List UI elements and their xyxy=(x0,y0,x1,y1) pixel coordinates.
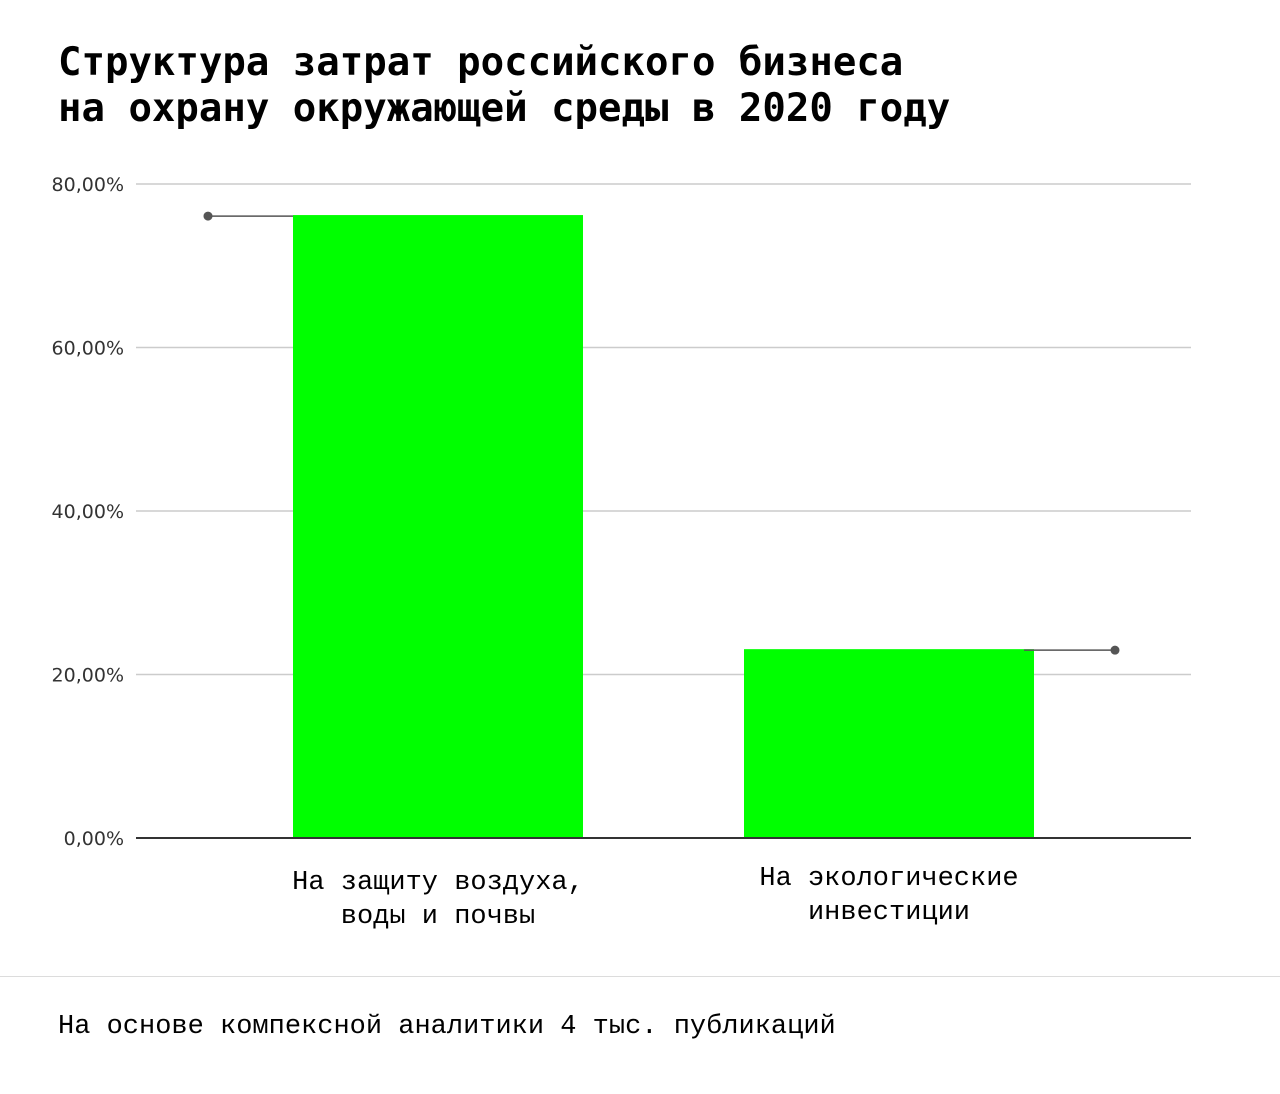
x-category-label: На защиту воздуха, xyxy=(292,868,584,898)
x-category-label: воды и почвы xyxy=(341,902,535,932)
value-marker-dot xyxy=(1110,645,1120,655)
chart-title: Структура затрат российского бизнеса на … xyxy=(58,40,1218,132)
footer-divider xyxy=(0,976,1280,977)
y-tick-label: 80,00% xyxy=(52,174,124,196)
y-tick-label: 40,00% xyxy=(52,501,124,523)
y-tick-label: 60,00% xyxy=(52,338,124,360)
bar xyxy=(293,215,583,838)
x-category-label: инвестиции xyxy=(808,898,970,928)
y-tick-label: 20,00% xyxy=(52,665,124,687)
bar-chart: 0,00% 20,00% 40,00% 60,00% 80,00% На защиту … xyxy=(52,174,1191,932)
value-marker-dot xyxy=(203,211,213,221)
bars xyxy=(293,215,1034,838)
chart-title-line-2: на охрану окружающей среды в 2020 году xyxy=(58,86,951,131)
x-axis-categories: На защиту воздуха, воды и почвы На экологи… xyxy=(292,864,1018,932)
chart-title-line-1: Структура затрат российского бизнеса xyxy=(58,40,904,85)
y-tick-label: 0,00% xyxy=(64,828,124,850)
y-axis-ticks: 0,00% 20,00% 40,00% 60,00% 80,00% xyxy=(52,174,124,850)
value-markers xyxy=(203,211,1120,655)
footer-note: На основе компексной аналитики 4 тыс. пу… xyxy=(58,1012,836,1042)
bar xyxy=(744,649,1034,838)
x-category-label: На экологические xyxy=(759,864,1018,894)
